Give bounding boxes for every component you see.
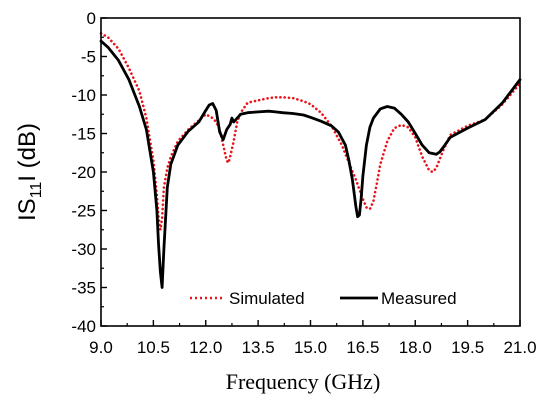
y-axis-label-subscript: 11 bbox=[28, 182, 45, 199]
y-tick-label: -25 bbox=[71, 202, 96, 221]
x-tick-label: 19.5 bbox=[451, 338, 484, 357]
x-tick-label: 10.5 bbox=[137, 338, 170, 357]
y-axis-label-prefix: IS bbox=[14, 198, 41, 221]
series-line-simulated bbox=[99, 32, 522, 232]
y-tick-label: -20 bbox=[71, 163, 96, 182]
x-tick-label: 16.5 bbox=[346, 338, 379, 357]
x-tick-label: 12.0 bbox=[189, 338, 222, 357]
y-tick-label: -15 bbox=[71, 125, 96, 144]
x-tick-label: 9.0 bbox=[89, 338, 113, 357]
curve-layer bbox=[99, 32, 522, 289]
y-tick-label: -10 bbox=[71, 86, 96, 105]
x-tick-label: 21.0 bbox=[503, 338, 536, 357]
y-tick-label: -40 bbox=[71, 317, 96, 336]
legend-label-measured: Measured bbox=[381, 289, 457, 308]
x-tick-label: 13.5 bbox=[242, 338, 275, 357]
x-axis-label: Frequency (GHz) bbox=[226, 369, 381, 394]
series-line-measured bbox=[99, 39, 522, 289]
y-tick-label: 0 bbox=[87, 9, 96, 28]
y-tick-label: -5 bbox=[81, 48, 96, 67]
y-axis-label: IS11I (dB) bbox=[14, 123, 45, 221]
legend-label-simulated: Simulated bbox=[229, 289, 305, 308]
x-tick-label: 15.0 bbox=[294, 338, 327, 357]
x-axis-ticks: 9.0 10.5 12.0 13.5 15.0 16.5 18.0 19.5 21.0 bbox=[89, 320, 537, 357]
y-tick-label: -30 bbox=[71, 240, 96, 259]
y-axis-label-suffix: I (dB) bbox=[14, 123, 41, 182]
x-tick-label: 18.0 bbox=[399, 338, 432, 357]
legend: Simulated Measured bbox=[190, 289, 457, 308]
y-axis-ticks: 0 -5 -10 -15 -20 -25 -30 -35 -40 bbox=[71, 9, 107, 336]
y-tick-label: -35 bbox=[71, 279, 96, 298]
